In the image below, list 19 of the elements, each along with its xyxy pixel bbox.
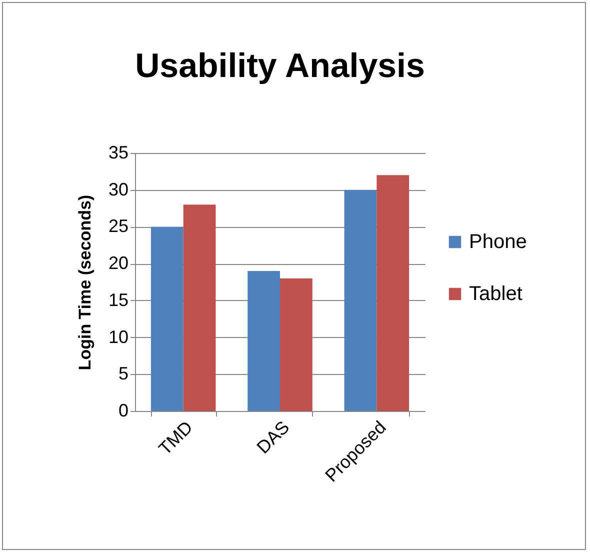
y-tick-label: 10 xyxy=(108,326,128,347)
y-tick-label: 0 xyxy=(118,400,128,420)
chart-title: Usability Analysis xyxy=(135,47,425,85)
y-tick-label: 35 xyxy=(108,142,128,162)
bar xyxy=(248,270,280,411)
y-axis-title: Login Time (seconds) xyxy=(75,194,94,370)
bar xyxy=(280,278,312,411)
y-tick-label: 5 xyxy=(118,364,128,384)
legend-label: Phone xyxy=(469,231,527,253)
bar xyxy=(344,190,377,411)
x-tick-label: TMD xyxy=(154,417,197,459)
bar xyxy=(183,204,216,411)
y-tick-label: 30 xyxy=(108,179,128,200)
legend-label: Tablet xyxy=(469,283,523,305)
y-tick-label: 25 xyxy=(108,216,128,236)
bar xyxy=(376,175,410,411)
y-tick-label: 15 xyxy=(108,290,128,310)
bar xyxy=(150,226,184,411)
y-tick-label: 20 xyxy=(108,253,128,274)
